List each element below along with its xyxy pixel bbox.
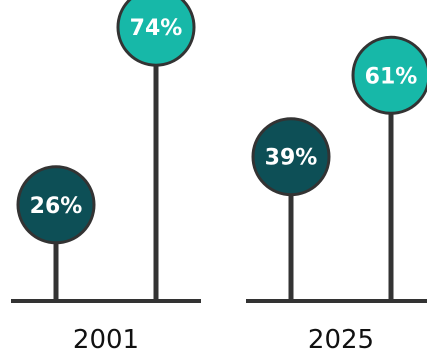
data-label-2025-0: 39% xyxy=(265,146,318,171)
category-label-2001: 2001 xyxy=(73,325,139,355)
category-label-2025: 2025 xyxy=(308,325,374,355)
data-label-2001-1: 74% xyxy=(130,16,183,41)
bubble-2001-1 xyxy=(116,0,196,67)
data-label-2001-0: 26% xyxy=(30,194,83,219)
bubble-2025-1 xyxy=(351,35,427,115)
data-label-2025-1: 61% xyxy=(365,64,418,89)
bubbles-layer: 26% 74% 39% 61% xyxy=(16,0,427,245)
bubble-2025-0 xyxy=(251,117,331,197)
bubble-2001-0 xyxy=(16,165,96,245)
category-labels-layer: 2001 2025 xyxy=(73,325,374,355)
stems-layer xyxy=(53,27,394,301)
